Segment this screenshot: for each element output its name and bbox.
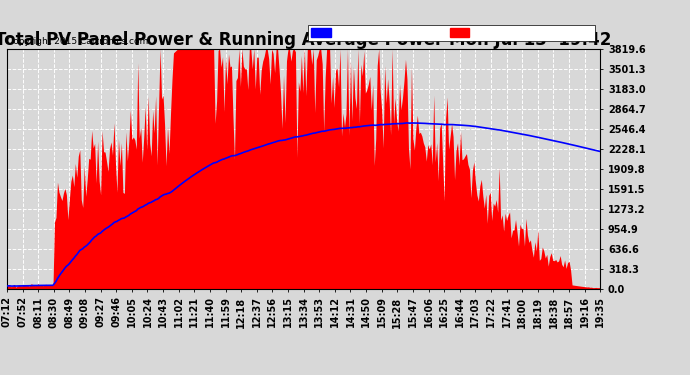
- Title: Total PV Panel Power & Running Average Power Mon Jul 13  19:42: Total PV Panel Power & Running Average P…: [0, 31, 612, 49]
- Text: Copyright 2015 Cartronics.com: Copyright 2015 Cartronics.com: [7, 38, 148, 46]
- Legend: Average  (DC Watts), PV Panels  (DC Watts): Average (DC Watts), PV Panels (DC Watts): [308, 25, 595, 40]
